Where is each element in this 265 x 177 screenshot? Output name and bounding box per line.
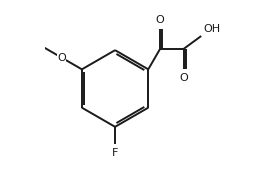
Text: F: F [112, 148, 118, 158]
Text: O: O [179, 73, 188, 83]
Text: OH: OH [203, 24, 220, 34]
Text: O: O [156, 15, 164, 25]
Text: O: O [57, 53, 66, 63]
